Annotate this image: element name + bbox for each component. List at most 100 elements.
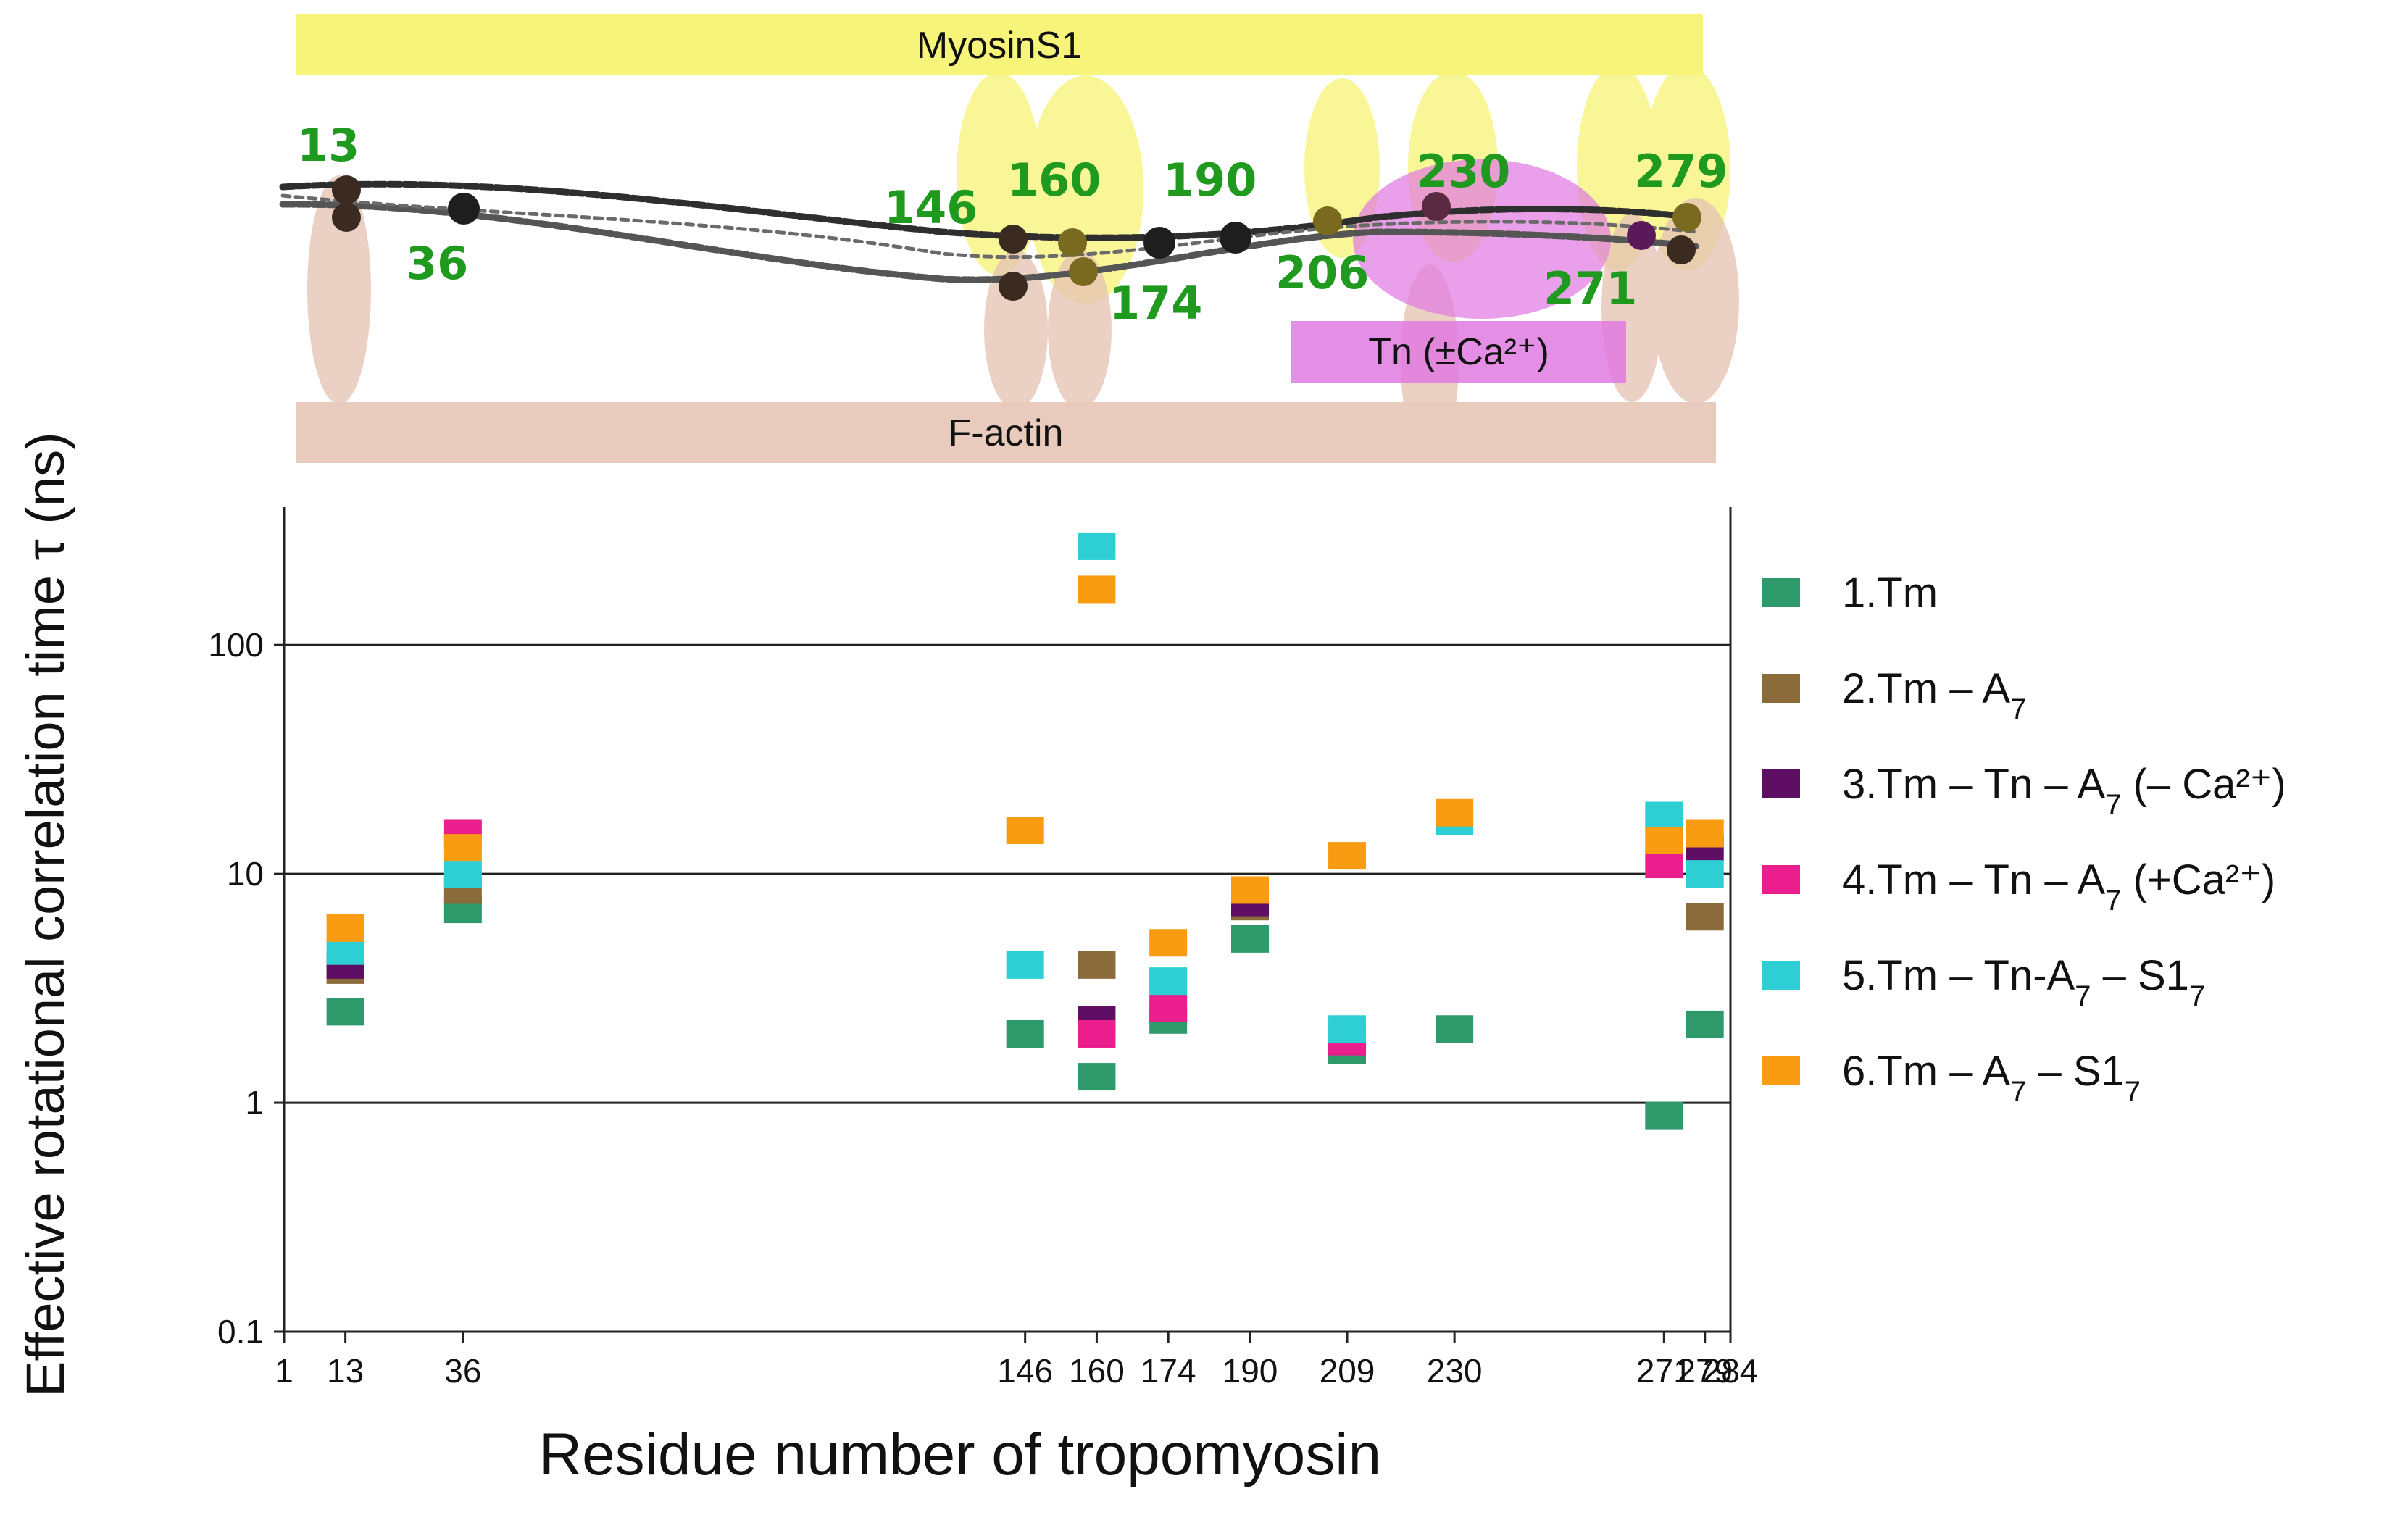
troponin-box-label: Tn (±Ca²⁺) [1368,331,1549,373]
legend: 1.Tm 2.Tm – A7 3.Tm – Tn – A7 (– Ca²⁺) 4.Tm… [1762,569,2286,1108]
knot-160a [1058,228,1087,257]
point-series-4-res-160 [1078,1019,1116,1048]
knot-271 [1627,221,1656,250]
residue-label-190: 190 [1163,154,1257,206]
x-axis-title: Residue number of tropomyosin [539,1422,1381,1487]
myosin-ellipse-160 [1028,75,1143,304]
legend-swatch-3 [1762,769,1800,798]
point-series-5-res-209 [1328,1015,1367,1043]
residue-label-36: 36 [406,237,468,290]
residue-label-160: 160 [1007,154,1101,206]
residue-label-230: 230 [1417,145,1510,198]
point-series-5-res-160 [1078,532,1116,560]
knot-190 [1220,222,1251,254]
point-series-6-res-271 [1645,826,1683,854]
point-series-1-res-146 [1006,1019,1044,1048]
point-series-4-res-174 [1149,993,1188,1022]
point-series-1-res-160 [1078,1063,1116,1091]
point-series-1-res-190 [1231,925,1270,953]
point-series-2-res-279 [1686,903,1724,931]
point-series-6-res-36 [443,834,482,862]
x-tick-label: 284 [1703,1352,1759,1390]
point-series-6-res-209 [1328,842,1367,870]
y-tick-label: 1 [245,1084,264,1122]
actin-bar [296,402,1716,463]
residue-label-206: 206 [1275,246,1369,299]
knot-13b [332,203,361,232]
strand-knots [332,175,1701,301]
grid-lines [284,643,1730,1104]
point-series-5-res-174 [1149,967,1188,996]
data-points [326,532,1724,1130]
point-series-6-res-230 [1436,798,1474,827]
knot-230 [1422,192,1451,221]
point-series-1-res-271 [1645,1101,1683,1130]
residue-label-279: 279 [1634,145,1728,198]
x-tick-label: 230 [1427,1352,1483,1390]
point-series-6-res-174 [1149,929,1188,957]
x-tick-label: 146 [997,1352,1053,1390]
troponin-ellipse [1353,159,1611,319]
axes [283,507,1732,1333]
residue-label-271: 271 [1543,262,1637,315]
myosin-ellipse-146 [957,72,1041,275]
y-axis-ticks: 0.1 1 10 100 [208,626,284,1351]
legend-label-3: 3.Tm – Tn – A7 (– Ca²⁺) [1842,761,2286,821]
legend-label-2: 2.Tm – A7 [1842,665,2026,725]
knot-174 [1143,227,1175,259]
x-tick-label: 209 [1320,1352,1375,1390]
x-tick-label: 271 [1636,1352,1692,1390]
residue-label-146: 146 [884,181,978,234]
knot-36 [448,193,480,225]
legend-label-4: 4.Tm – Tn – A7 (+Ca²⁺) [1842,856,2275,917]
x-tick-label: 174 [1141,1352,1196,1390]
point-series-6-res-279 [1686,819,1724,848]
knot-206 [1313,206,1342,235]
x-tick-label: 36 [444,1352,481,1390]
knot-13a [332,175,361,204]
legend-label-1: 1.Tm [1842,569,1938,617]
legend-swatch-5 [1762,961,1800,990]
point-series-6-res-146 [1006,817,1044,845]
myosin-bar [296,14,1703,75]
point-series-6-res-160 [1078,575,1116,604]
point-series-5-res-271 [1645,801,1683,830]
legend-swatch-6 [1762,1056,1800,1085]
x-tick-label: 1 [275,1352,293,1390]
knot-279b [1667,235,1696,264]
point-series-6-res-13 [326,914,364,942]
x-tick-label: 13 [327,1352,364,1390]
y-tick-label: 10 [227,855,264,893]
troponin-box [1291,321,1626,383]
y-tick-label: 0.1 [217,1313,264,1351]
actin-bar-label: F-actin [949,412,1064,454]
x-tick-label: 190 [1222,1352,1278,1390]
point-series-5-res-13 [326,937,364,965]
point-series-5-res-146 [1006,951,1044,979]
legend-label-5: 5.Tm – Tn-A7 – S17 [1842,952,2205,1012]
point-series-2-res-160 [1078,951,1116,979]
x-tick-label: 160 [1069,1352,1125,1390]
knot-146a [999,225,1028,254]
actin-ellipse-160 [1048,250,1112,409]
residue-label-174: 174 [1109,277,1202,330]
residue-labels: 13 36 146 160 190 174 206 230 271 279 [297,119,1728,330]
knot-279a [1672,203,1701,232]
legend-swatch-2 [1762,674,1800,703]
point-series-4-res-271 [1645,851,1683,879]
point-series-6-res-190 [1231,876,1270,904]
actin-ellipse-13 [307,175,371,404]
point-series-1-res-13 [326,998,364,1026]
point-series-5-res-279 [1686,860,1724,888]
point-series-5-res-36 [443,860,482,888]
y-tick-label: 100 [208,626,264,664]
legend-label-6: 6.Tm – A7 – S17 [1842,1048,2141,1108]
schematic-diagram: Tn (±Ca²⁺) MyosinS1 F-actin [279,14,1739,463]
point-series-1-res-230 [1436,1015,1474,1043]
residue-label-13: 13 [297,119,359,172]
knot-160b [1069,257,1098,286]
x-tick-label: 279 [1677,1352,1733,1390]
